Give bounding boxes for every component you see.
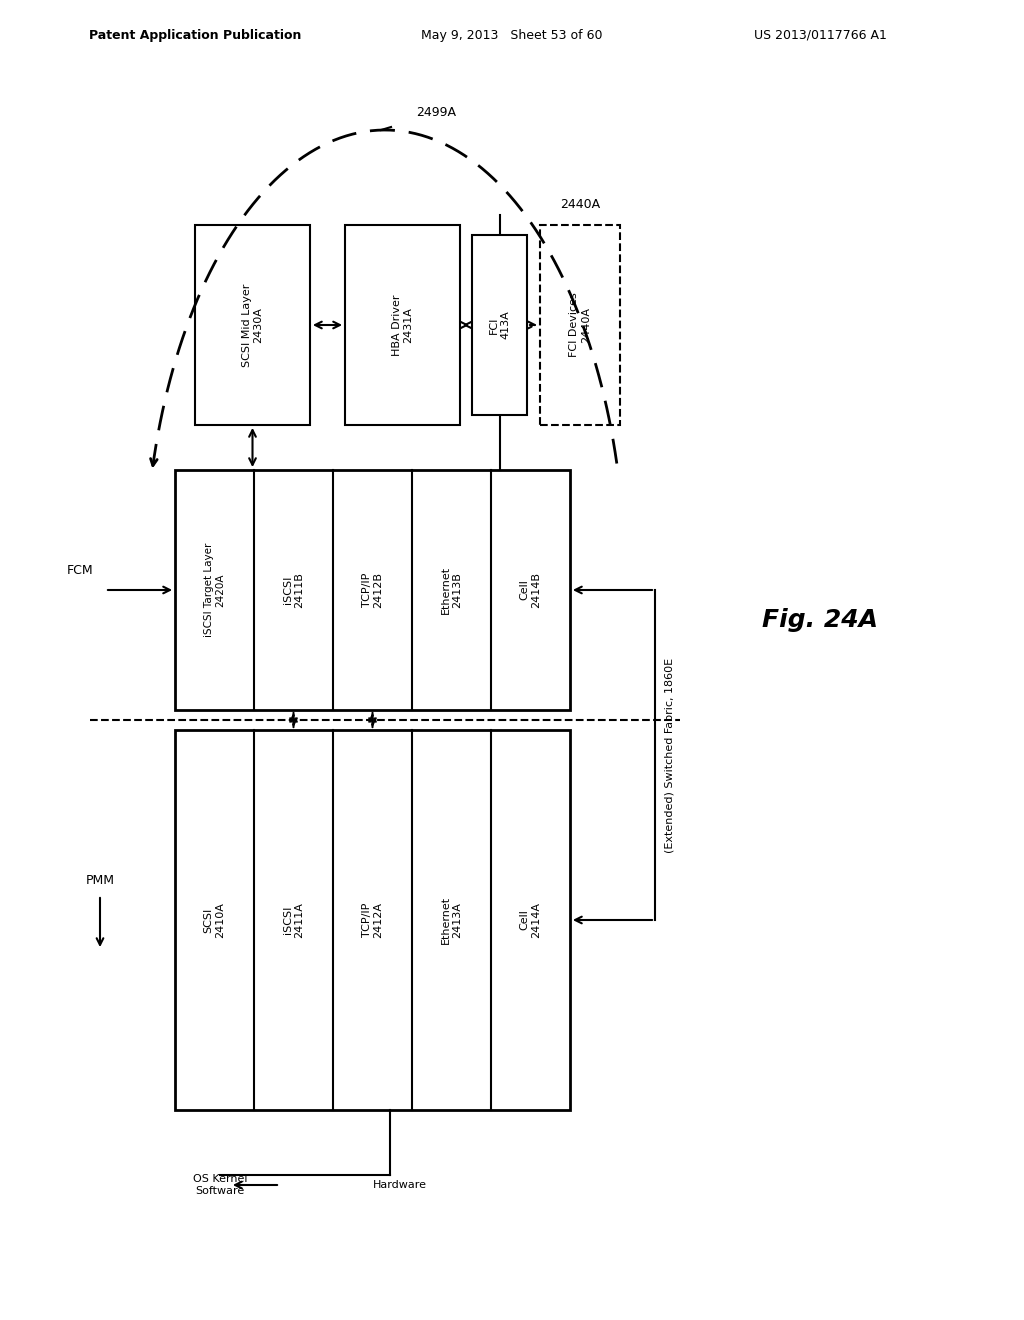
- Text: TCP/IP
2412A: TCP/IP 2412A: [361, 902, 383, 939]
- Text: OS Kernel
Software: OS Kernel Software: [193, 1175, 247, 1196]
- Text: TCP/IP
2412B: TCP/IP 2412B: [361, 572, 383, 609]
- Text: Ethernet
2413A: Ethernet 2413A: [440, 896, 462, 944]
- Text: iSCSI
2411A: iSCSI 2411A: [283, 902, 304, 939]
- FancyBboxPatch shape: [345, 224, 460, 425]
- Text: SCSI Mid Layer
2430A: SCSI Mid Layer 2430A: [242, 284, 263, 367]
- Text: FCI Devices
2440A: FCI Devices 2440A: [569, 293, 591, 358]
- Text: Cell
2414B: Cell 2414B: [520, 572, 542, 609]
- Text: Patent Application Publication: Patent Application Publication: [89, 29, 301, 41]
- FancyBboxPatch shape: [195, 224, 310, 425]
- Text: May 9, 2013   Sheet 53 of 60: May 9, 2013 Sheet 53 of 60: [421, 29, 603, 41]
- Text: PMM: PMM: [85, 874, 115, 887]
- FancyBboxPatch shape: [175, 470, 570, 710]
- Text: US 2013/0117766 A1: US 2013/0117766 A1: [754, 29, 887, 41]
- Text: 2499A: 2499A: [416, 106, 456, 119]
- Text: Fig. 24A: Fig. 24A: [762, 609, 878, 632]
- Text: Hardware: Hardware: [373, 1180, 427, 1191]
- Text: (Extended) Switched Fabric, 1860E: (Extended) Switched Fabric, 1860E: [665, 657, 675, 853]
- Text: 2440A: 2440A: [560, 198, 600, 211]
- Text: Cell
2414A: Cell 2414A: [520, 902, 542, 939]
- Text: HBA Driver
2431A: HBA Driver 2431A: [392, 294, 414, 356]
- FancyBboxPatch shape: [540, 224, 620, 425]
- Text: SCSI
2410A: SCSI 2410A: [204, 902, 225, 939]
- Text: iSCSI
2411B: iSCSI 2411B: [283, 572, 304, 609]
- Text: FCI
413A: FCI 413A: [488, 310, 510, 339]
- Text: iSCSI Target Layer
2420A: iSCSI Target Layer 2420A: [204, 543, 225, 638]
- FancyBboxPatch shape: [472, 235, 527, 414]
- Text: FCM: FCM: [67, 564, 93, 577]
- FancyBboxPatch shape: [175, 730, 570, 1110]
- Text: Ethernet
2413B: Ethernet 2413B: [440, 566, 462, 614]
